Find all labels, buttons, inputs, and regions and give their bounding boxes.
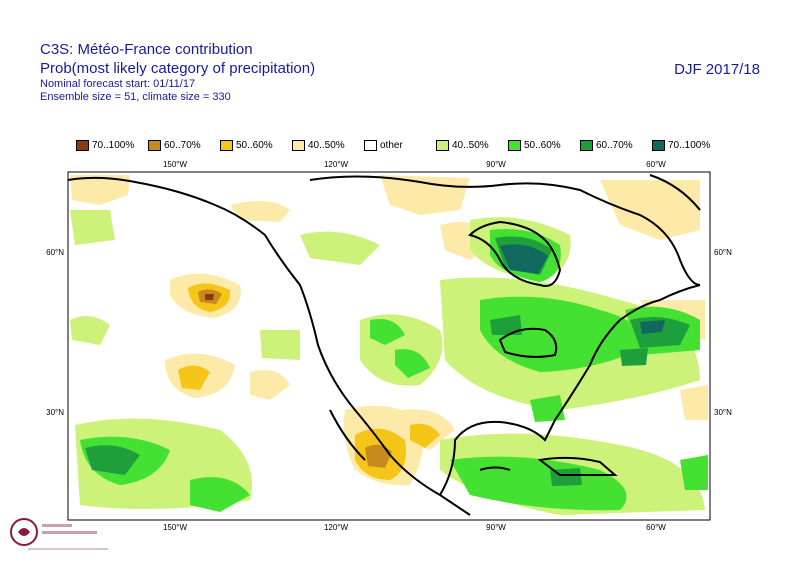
legend-swatch bbox=[652, 140, 665, 151]
map-title: C3S: Météo-France contribution bbox=[40, 41, 253, 58]
dry-70-100-regions bbox=[205, 294, 214, 300]
y-tick-left-60n: 60°N bbox=[46, 248, 64, 257]
legend-label: 60..70% bbox=[164, 140, 201, 151]
x-tick-top-60w: 60°W bbox=[646, 160, 666, 169]
y-tick-right-60n: 60°N bbox=[714, 248, 732, 257]
legend-item: 70..100% bbox=[76, 140, 148, 151]
x-tick-top-120w: 120°W bbox=[324, 160, 349, 169]
map-area bbox=[68, 172, 710, 520]
forecast-start: Nominal forecast start: 01/11/17 bbox=[40, 78, 196, 90]
x-tick-bottom-150w: 150°W bbox=[163, 523, 188, 532]
x-tick-top-150w: 150°W bbox=[163, 160, 188, 169]
wet-70-100-regions bbox=[500, 244, 665, 334]
legend-label: other bbox=[380, 140, 403, 151]
climate-change-service-logo bbox=[10, 518, 108, 550]
legend-swatch bbox=[76, 140, 89, 151]
legend-item: 60..70% bbox=[148, 140, 220, 151]
season-label: DJF 2017/18 bbox=[674, 61, 760, 78]
legend-label: 40..50% bbox=[452, 140, 489, 151]
y-tick-right-30n: 30°N bbox=[714, 408, 732, 417]
legend: 70..100% 60..70% 50..60% 40..50% other 40..50… bbox=[76, 140, 724, 151]
legend-item: 50..60% bbox=[220, 140, 292, 151]
legend-label: 50..60% bbox=[524, 140, 561, 151]
legend-label: 40..50% bbox=[308, 140, 345, 151]
legend-swatch bbox=[436, 140, 449, 151]
legend-swatch bbox=[220, 140, 233, 151]
legend-swatch bbox=[292, 140, 305, 151]
map-frame bbox=[67, 171, 711, 521]
legend-swatch bbox=[580, 140, 593, 151]
y-tick-left-30n: 30°N bbox=[46, 408, 64, 417]
legend-item: 50..60% bbox=[508, 140, 580, 151]
legend-swatch bbox=[148, 140, 161, 151]
ensemble-size: Ensemble size = 51, climate size = 330 bbox=[40, 91, 231, 103]
legend-swatch bbox=[508, 140, 521, 151]
x-tick-bottom-60w: 60°W bbox=[646, 523, 666, 532]
legend-item: 70..100% bbox=[652, 140, 724, 151]
legend-swatch bbox=[364, 140, 377, 151]
x-tick-bottom-120w: 120°W bbox=[324, 523, 349, 532]
legend-item: 40..50% bbox=[436, 140, 508, 151]
coastlines bbox=[68, 174, 701, 516]
legend-label: 70..100% bbox=[92, 140, 135, 151]
legend-item: other bbox=[364, 140, 436, 151]
x-tick-top-90w: 90°W bbox=[486, 160, 506, 169]
title-block: C3S: Météo-France contribution Prob(most… bbox=[40, 40, 315, 104]
legend-label: 50..60% bbox=[236, 140, 273, 151]
x-tick-bottom-90w: 90°W bbox=[486, 523, 506, 532]
legend-item: 40..50% bbox=[292, 140, 364, 151]
legend-item: 60..70% bbox=[580, 140, 652, 151]
map-subtitle: Prob(most likely category of precipitati… bbox=[40, 60, 316, 77]
legend-label: 60..70% bbox=[596, 140, 633, 151]
legend-label: 70..100% bbox=[668, 140, 711, 151]
